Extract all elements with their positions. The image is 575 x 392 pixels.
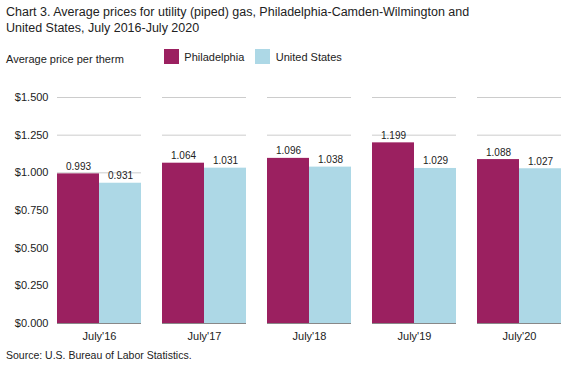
svg-text:July'17: July'17 [188,330,222,342]
html-text:Philadelphia: Philadelphia [184,50,245,63]
svg-text:$1.000: $1.000 [15,166,49,178]
svg-text:$1.250: $1.250 [15,128,49,140]
svg-text:$0.000: $0.000 [15,317,49,329]
svg-text:1.027: 1.027 [528,155,553,166]
html-text:United States: United States [275,50,342,63]
svg-text:$0.250: $0.250 [15,279,49,291]
svg-text:1.088: 1.088 [486,146,511,157]
html-text:Average price per therm: Average price per therm [6,53,124,66]
svg-text:1.031: 1.031 [213,155,238,166]
svg-text:July'19: July'19 [398,330,432,342]
svg-text:$0.500: $0.500 [15,241,49,253]
svg-text:July'20: July'20 [503,330,537,342]
svg-text:1.029: 1.029 [423,155,448,166]
svg-text:$0.750: $0.750 [15,204,49,216]
html-text:Chart 3. Average prices for ut: Chart 3. Average prices for utility (pip… [6,5,470,19]
svg-text:1.064: 1.064 [171,150,196,161]
svg-text:1.038: 1.038 [318,154,343,165]
svg-text:1.199: 1.199 [381,129,406,140]
html-text:Source: U.S. Bureau of Labor S: Source: U.S. Bureau of Labor Statistics. [6,348,192,361]
svg-text:July'16: July'16 [83,330,117,342]
svg-text:$1.500: $1.500 [15,91,49,103]
html-text:United States, July 2016-July: United States, July 2016-July 2020 [6,21,200,35]
svg-text:July'18: July'18 [293,330,327,342]
svg-text:1.096: 1.096 [276,145,301,156]
svg-text:0.931: 0.931 [108,170,133,181]
svg-text:0.993: 0.993 [66,160,91,171]
